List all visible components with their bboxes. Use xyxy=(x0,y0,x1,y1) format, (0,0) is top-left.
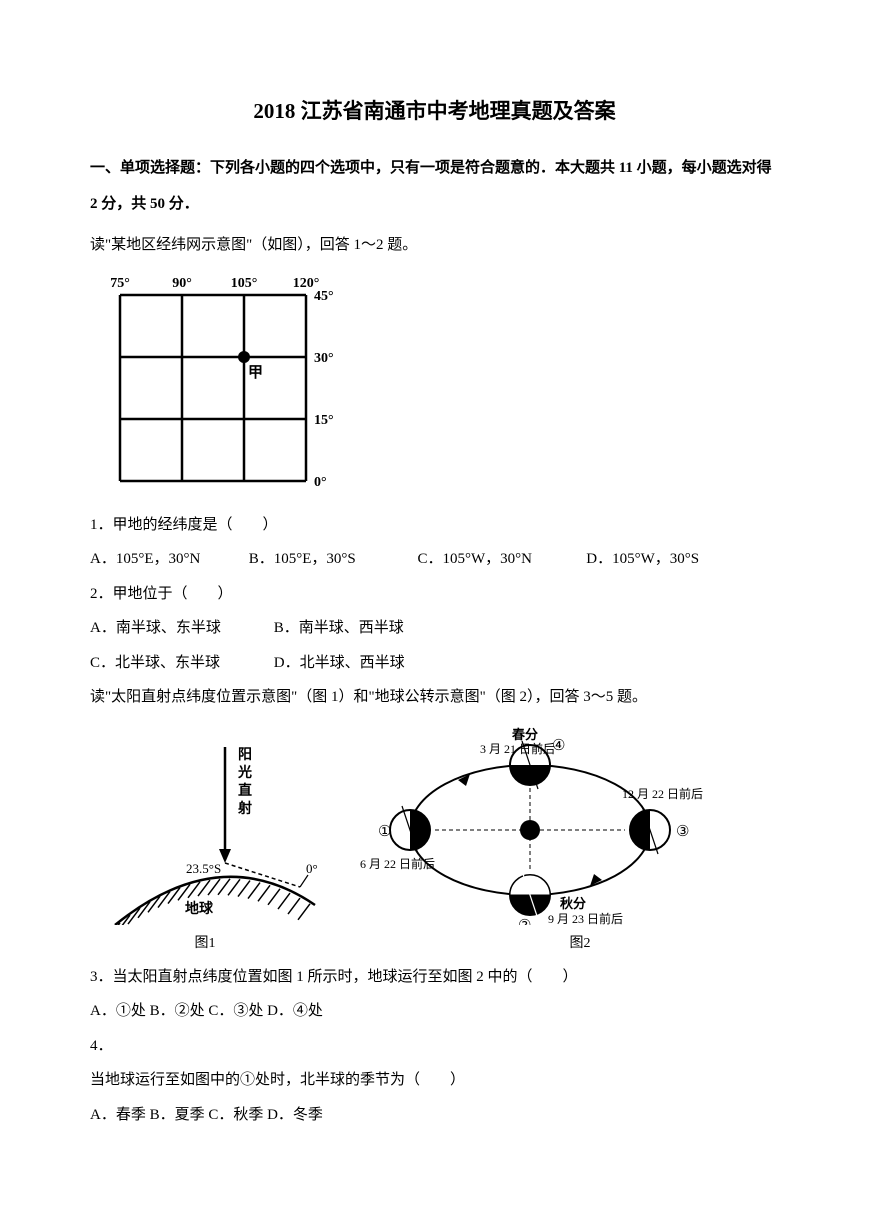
figure-row: 阳光直射23.5°S0°地球 图1 ①②③④春分3 月 21 日前后6 月 22… xyxy=(90,725,779,952)
svg-text:105°: 105° xyxy=(231,276,258,291)
q2-opt-d: D．北半球、西半球 xyxy=(274,646,405,681)
q4-stem: 当地球运行至如图中的①处时，北半球的季节为（ ） xyxy=(90,1063,779,1098)
q1-opt-c: C．105°W，30°N xyxy=(418,542,583,577)
svg-text:秋分: 秋分 xyxy=(560,896,586,911)
figure-2: ①②③④春分3 月 21 日前后6 月 22 日前后12 月 22 日前后秋分9… xyxy=(360,725,710,952)
intro-1: 读"某地区经纬网示意图"（如图），回答 1～2 题。 xyxy=(90,228,779,263)
svg-text:①: ① xyxy=(378,824,391,840)
q4-options: A．春季 B．夏季 C．秋季 D．冬季 xyxy=(90,1098,779,1133)
svg-text:春分: 春分 xyxy=(511,727,538,742)
svg-text:直: 直 xyxy=(238,782,252,799)
q1-opt-d: D．105°W，30°S xyxy=(586,542,699,577)
svg-text:75°: 75° xyxy=(110,276,130,291)
q1-stem: 1．甲地的经纬度是（ ） xyxy=(90,508,779,543)
svg-text:地球: 地球 xyxy=(185,900,214,917)
q2-options-row1: A．南半球、东半球 B．南半球、西半球 xyxy=(90,611,779,646)
svg-text:9 月 23 日前后: 9 月 23 日前后 xyxy=(548,911,623,925)
svg-text:③: ③ xyxy=(676,824,689,840)
q3-stem: 3．当太阳直射点纬度位置如图 1 所示时，地球运行至如图 2 中的（ ） xyxy=(90,960,779,995)
svg-text:3 月 21 日前后: 3 月 21 日前后 xyxy=(480,741,555,756)
q2-stem: 2．甲地位于（ ） xyxy=(90,577,779,612)
q4-num: 4． xyxy=(90,1029,779,1064)
svg-text:阳: 阳 xyxy=(238,747,252,763)
svg-text:②: ② xyxy=(518,918,531,925)
q3-options: A．①处 B．②处 C．③处 D．④处 xyxy=(90,994,779,1029)
svg-text:90°: 90° xyxy=(172,276,192,291)
svg-text:0°: 0° xyxy=(314,475,327,490)
svg-text:光: 光 xyxy=(237,764,252,781)
svg-text:45°: 45° xyxy=(314,289,334,304)
q1-options: A．105°E，30°N B．105°E，30°S C．105°W，30°N D… xyxy=(90,542,779,577)
figure-1: 阳光直射 23.5°S 0° 地球 图1 xyxy=(90,735,320,952)
intro-2: 读"太阳直射点纬度位置示意图"（图 1）和"地球公转示意图"（图 2），回答 3… xyxy=(90,680,779,715)
svg-text:12 月 22 日前后: 12 月 22 日前后 xyxy=(622,786,703,801)
q2-options-row2: C．北半球、东半球 D．北半球、西半球 xyxy=(90,646,779,681)
page-title: 2018 江苏省南通市中考地理真题及答案 xyxy=(90,95,779,125)
q2-opt-b: B．南半球、西半球 xyxy=(274,611,404,646)
fig1-caption: 图1 xyxy=(90,932,320,952)
grid-diagram: 75°90°105°120°45°30°15°0°甲 xyxy=(90,271,779,496)
section-header: 一、单项选择题：下列各小题的四个选项中，只有一项是符合题意的．本大题共 11 小… xyxy=(90,150,779,222)
svg-text:甲: 甲 xyxy=(248,364,263,381)
svg-text:0°: 0° xyxy=(306,861,318,876)
svg-text:23.5°S: 23.5°S xyxy=(186,861,221,876)
svg-text:30°: 30° xyxy=(314,351,334,366)
fig2-caption: 图2 xyxy=(450,932,710,952)
svg-text:15°: 15° xyxy=(314,413,334,428)
svg-text:6 月 22 日前后: 6 月 22 日前后 xyxy=(360,856,435,871)
q1-opt-b: B．105°E，30°S xyxy=(249,542,414,577)
q2-opt-a: A．南半球、东半球 xyxy=(90,611,270,646)
q2-opt-c: C．北半球、东半球 xyxy=(90,646,270,681)
svg-text:射: 射 xyxy=(237,800,252,817)
q1-opt-a: A．105°E，30°N xyxy=(90,542,245,577)
